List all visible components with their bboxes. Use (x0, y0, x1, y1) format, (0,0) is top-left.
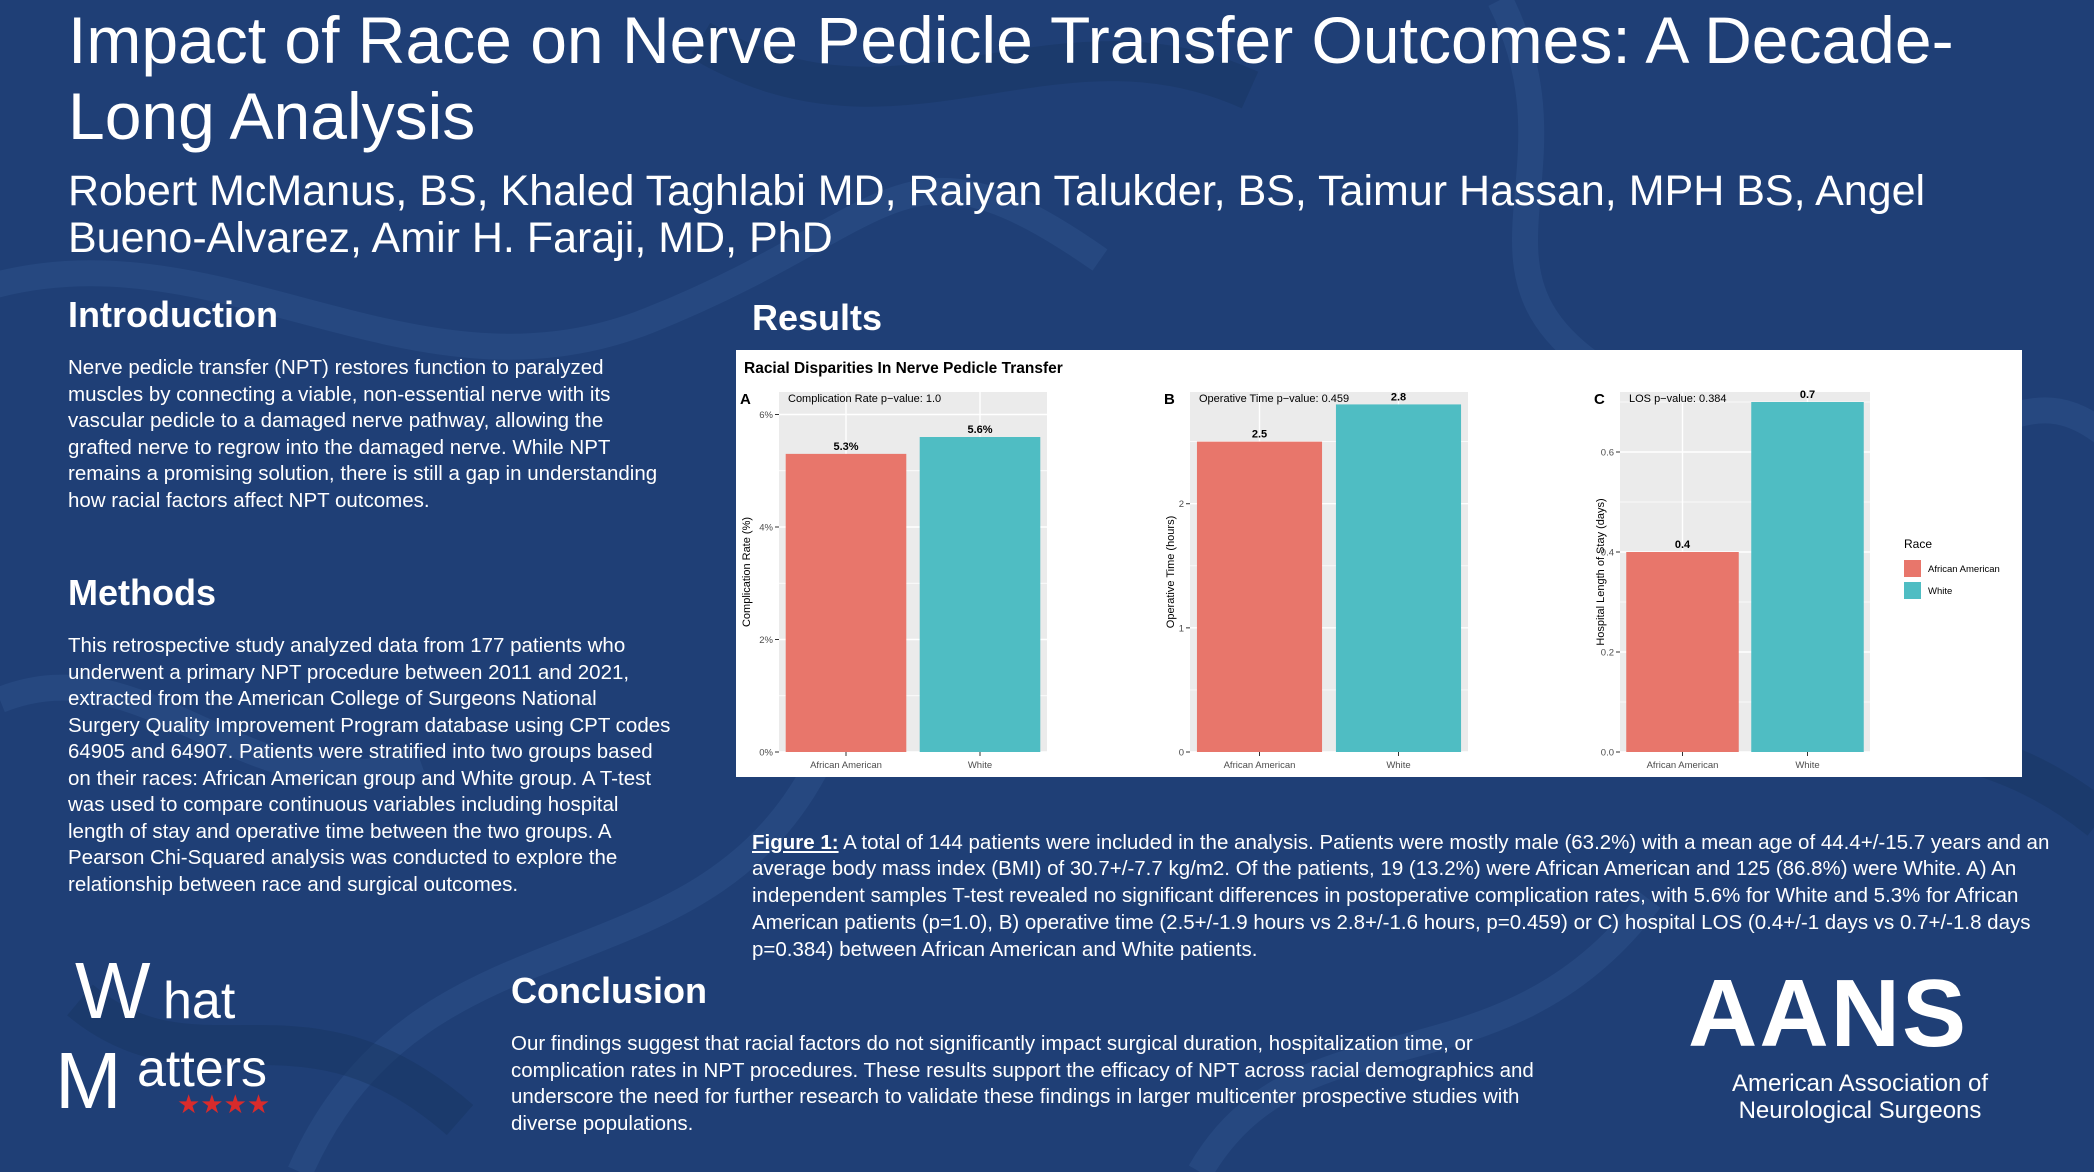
bar-african-american (785, 453, 907, 752)
logo-atters-text: atters (137, 1040, 267, 1098)
aans-subtitle: American Association of Neurological Sur… (1700, 1070, 2020, 1124)
results-figure: Racial Disparities In Nerve Pedicle Tran… (736, 350, 2022, 777)
y-tick-label: 1 (1179, 623, 1184, 634)
bar-white (919, 437, 1041, 752)
y-tick-label: 0.0 (1601, 748, 1614, 759)
bar-african-american (1196, 441, 1323, 752)
y-tick-label: 0.4 (1601, 548, 1614, 559)
conclusion-heading: Conclusion (511, 970, 707, 1011)
y-tick-label: 2% (759, 635, 773, 646)
logo-m-letter: M (55, 1036, 122, 1118)
x-tick-label: African American (1647, 760, 1719, 771)
x-tick-label: African American (810, 760, 882, 771)
y-tick-label: 4% (759, 523, 773, 534)
x-tick-label: White (968, 760, 992, 771)
results-chart: Racial Disparities In Nerve Pedicle Tran… (740, 360, 2000, 771)
bar-white (1335, 404, 1462, 752)
bar-value-label: 2.8 (1391, 391, 1406, 403)
bar-value-label: 0.7 (1800, 389, 1815, 401)
y-tick-label: 0.2 (1601, 648, 1614, 659)
panel-subtitle: LOS p−value: 0.384 (1629, 393, 1727, 405)
legend-label: African American (1928, 564, 2000, 575)
logo-w-letter: W (75, 958, 151, 1035)
y-tick-label: 0.6 (1601, 448, 1614, 459)
bar-value-label: 0.4 (1675, 539, 1691, 551)
results-heading: Results (752, 297, 883, 338)
panel-subtitle: Complication Rate p−value: 1.0 (788, 393, 941, 405)
y-tick-label: 0 (1179, 748, 1184, 759)
chart-panel-A: A 0% 2% 4% 6% 5.3% African American 5.6% White Co… (740, 391, 1047, 771)
y-axis-label: Hospital Length of Stay (days) (1595, 498, 1607, 645)
methods-heading: Methods (68, 572, 216, 613)
introduction-text: Nerve pedicle transfer (NPT) restores fu… (68, 356, 658, 512)
figure-caption: Figure 1: A total of 144 patients were i… (752, 830, 2052, 964)
aans-logo: AANS (1680, 958, 2060, 1128)
y-tick-label: 6% (759, 410, 773, 421)
panel-letter: A (740, 391, 751, 408)
author-list: Robert McManus, BS, Khaled Taghlabi MD, … (68, 167, 1926, 262)
bar-african-american (1626, 552, 1739, 752)
aans-line2: Neurological Surgeons (1738, 1097, 1982, 1124)
legend-label: White (1928, 586, 1952, 597)
bar-value-label: 5.3% (833, 441, 858, 453)
y-tick-label: 0% (759, 748, 773, 759)
methods-text: This retrospective study analyzed data f… (68, 634, 671, 896)
chart-panel-C: C 0.0 0.2 0.4 0.6 0.4 African American 0.7 White… (1594, 389, 1870, 771)
panel-letter: C (1594, 391, 1605, 408)
y-axis-label: Complication Rate (%) (741, 517, 753, 627)
panel-letter: B (1164, 391, 1175, 408)
bar-white (1751, 402, 1864, 752)
aans-wordmark: AANS (1688, 960, 1968, 1067)
logo-stars: ★★★★ (177, 1089, 270, 1118)
conclusion-text: Our findings suggest that racial factors… (511, 1032, 1534, 1135)
introduction-heading: Introduction (68, 294, 278, 335)
x-tick-label: White (1386, 760, 1410, 771)
panel-subtitle: Operative Time p−value: 0.459 (1199, 393, 1349, 405)
chart-panel-B: B 0 1 2 2.5 African American 2.8 White Operative… (1164, 391, 1468, 771)
poster-title: Impact of Race on Nerve Pedicle Transfer… (68, 3, 1954, 153)
bar-value-label: 5.6% (967, 424, 992, 436)
logo-hat-text: hat (163, 972, 236, 1030)
figure-caption-text: A total of 144 patients were included in… (752, 830, 2050, 961)
bar-value-label: 2.5 (1252, 429, 1267, 441)
legend-swatch-white (1904, 582, 1921, 599)
y-axis-label: Operative Time (hours) (1165, 516, 1177, 628)
x-tick-label: African American (1224, 760, 1296, 771)
aans-line1: American Association of (1731, 1070, 1989, 1097)
figure-label: Figure 1: (752, 830, 839, 854)
what-matters-logo: W hat M atters ★★★★ (55, 946, 325, 1125)
x-tick-label: White (1795, 760, 1819, 771)
chart-title: Racial Disparities In Nerve Pedicle Tran… (744, 360, 1063, 377)
legend-swatch-african-american (1904, 560, 1921, 577)
legend-title: Race (1904, 537, 1932, 551)
y-tick-label: 2 (1179, 499, 1184, 510)
